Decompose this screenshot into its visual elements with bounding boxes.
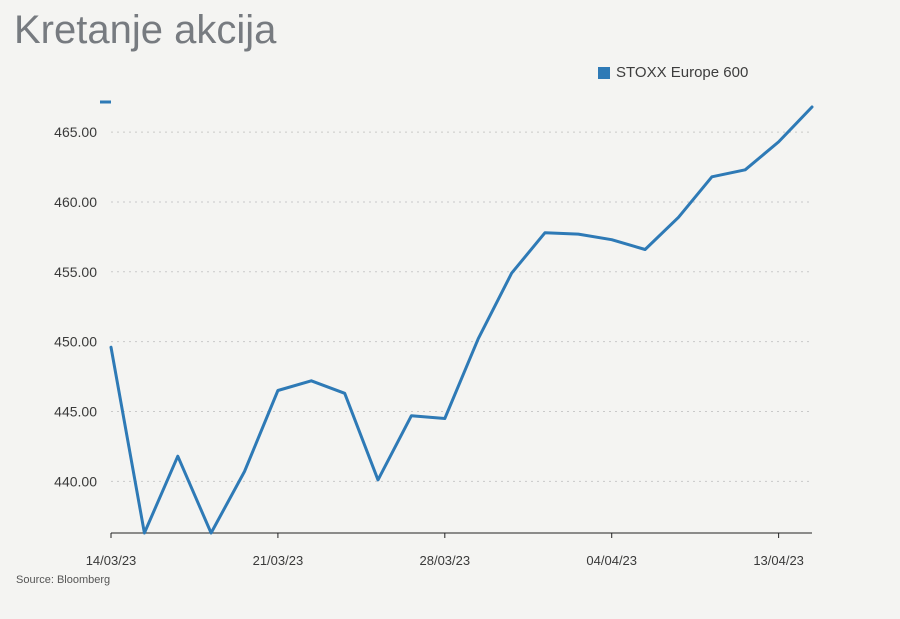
data-point bbox=[676, 215, 680, 219]
x-tick-label: 28/03/23 bbox=[420, 553, 471, 568]
legend-swatch bbox=[598, 66, 610, 79]
y-tick-label: 465.00 bbox=[54, 124, 97, 140]
data-point bbox=[309, 379, 313, 383]
data-point bbox=[409, 414, 413, 418]
y-tick-label: 460.00 bbox=[54, 194, 97, 210]
data-point bbox=[443, 416, 447, 420]
data-point bbox=[376, 478, 380, 482]
data-point bbox=[810, 105, 814, 109]
data-point bbox=[176, 454, 180, 458]
series-line-stoxx-europe-600 bbox=[109, 105, 814, 535]
data-point bbox=[743, 168, 747, 172]
legend-label: STOXX Europe 600 bbox=[616, 64, 749, 81]
data-point bbox=[142, 531, 146, 535]
data-point bbox=[543, 231, 547, 235]
x-tick-label: 21/03/23 bbox=[253, 553, 304, 568]
data-point bbox=[276, 389, 280, 393]
y-tick-label: 440.00 bbox=[54, 473, 97, 489]
data-point bbox=[209, 531, 213, 535]
data-point bbox=[510, 271, 514, 275]
data-point bbox=[476, 337, 480, 341]
data-point bbox=[777, 140, 781, 144]
data-point bbox=[109, 345, 113, 349]
legend: STOXX Europe 600 bbox=[598, 64, 748, 81]
data-point bbox=[610, 238, 614, 242]
y-tick-label: 450.00 bbox=[54, 334, 97, 350]
x-tick-label: 04/04/23 bbox=[586, 553, 637, 568]
data-point bbox=[576, 232, 580, 236]
chart-title: Kretanje akcija bbox=[14, 8, 277, 52]
x-tick-label: 13/04/23 bbox=[753, 553, 804, 568]
data-point bbox=[243, 470, 247, 474]
source-note: Source: Bloomberg bbox=[16, 574, 111, 586]
data-point bbox=[643, 247, 647, 251]
data-point bbox=[710, 175, 714, 179]
y-tick-label: 445.00 bbox=[54, 403, 97, 419]
x-tick-label: 14/03/23 bbox=[86, 553, 137, 568]
data-point bbox=[343, 391, 347, 395]
y-tick-label: 455.00 bbox=[54, 264, 97, 280]
